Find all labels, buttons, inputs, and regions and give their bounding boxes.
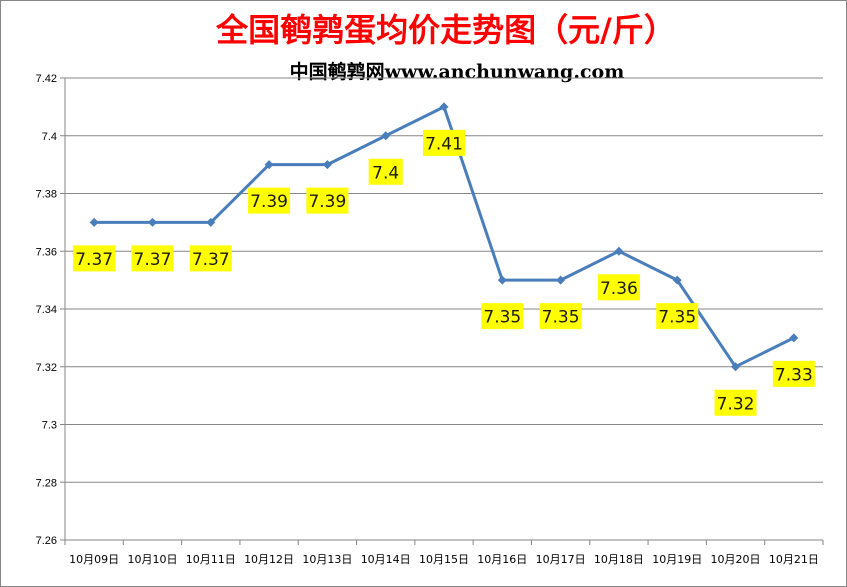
series-line-group [89,102,799,372]
data-point-marker [614,246,624,256]
data-label: 7.32 [717,394,755,414]
data-point-marker [206,217,216,227]
data-label-box [714,389,757,416]
x-tick-label: 10月20日 [711,553,761,566]
x-tick-label: 10月15日 [419,553,469,566]
data-label-box [131,245,174,272]
chart-title: 全国鹌鹑蛋均价走势图（元/斤） [215,11,676,49]
x-tick-label: 10月19日 [652,553,702,566]
data-label: 7.35 [658,308,696,328]
x-tick-label: 10月21日 [769,553,819,566]
y-tick-label: 7.38 [36,189,57,201]
y-tick-label: 7.36 [36,246,57,258]
y-tick-label: 7.28 [36,477,57,489]
x-tick-label: 10月11日 [186,553,236,566]
data-label: 7.35 [542,308,580,328]
data-label-box [73,245,116,272]
data-point-marker [789,333,799,343]
data-point-marker [497,275,507,285]
data-point-marker [439,102,449,112]
data-label-box [189,245,232,272]
x-tick-label: 10月18日 [594,553,644,566]
data-label: 7.39 [250,192,288,212]
x-tick-label: 10月09日 [69,553,119,566]
x-tick-label: 10月10日 [127,553,177,566]
data-labels: 7.37 7.37 7.37 7.39 7.39 7.4 7.41 7.35 7.35 7.36 7… [73,129,815,416]
y-tick-label: 7.3 [42,420,57,432]
data-label-box [656,303,699,330]
x-axis-tick-labels: 10月09日 10月10日 10月11日 10月12日 10月13日 10月14日 10月1… [69,553,819,566]
data-point-marker [264,160,274,170]
data-label-box [772,360,815,387]
data-label-box [368,158,403,185]
data-point-marker [731,362,741,372]
data-label: 7.36 [600,279,638,299]
data-label-box [481,303,524,330]
x-tick-label: 10月12日 [244,553,294,566]
data-point-marker [556,275,566,285]
x-tick-label: 10月13日 [302,553,352,566]
y-tick-label: 7.26 [36,535,57,547]
data-label: 7.37 [75,250,113,270]
data-label: 7.33 [775,365,813,385]
y-axis-tick-labels: 7.26 7.28 7.3 7.32 7.34 7.36 7.38 7.4 7.42 [36,73,57,547]
data-label-box [306,187,349,214]
data-point-marker [89,217,99,227]
data-label-box [539,303,582,330]
y-tick-label: 7.34 [36,304,57,316]
data-point-marker [381,131,391,141]
data-point-marker [672,275,682,285]
data-label: 7.35 [483,308,521,328]
x-tick-label: 10月17日 [536,553,586,566]
data-label-box [423,129,465,156]
data-label: 7.4 [372,163,399,183]
data-point-marker [322,160,332,170]
chart-subtitle: 中国鹌鹑网www.anchunwang.com [290,60,625,83]
y-tick-label: 7.4 [42,131,57,143]
data-label-box [248,187,291,214]
y-tick-label: 7.42 [36,73,57,85]
data-label-box [597,274,640,301]
x-tick-label: 10月14日 [361,553,411,566]
y-tick-label: 7.32 [36,362,57,374]
x-tick-label: 10月16日 [477,553,527,566]
data-label: 7.37 [134,250,172,270]
data-label: 7.41 [425,134,463,154]
data-label: 7.37 [192,250,230,270]
data-label: 7.39 [308,192,346,212]
data-point-marker [147,217,157,227]
